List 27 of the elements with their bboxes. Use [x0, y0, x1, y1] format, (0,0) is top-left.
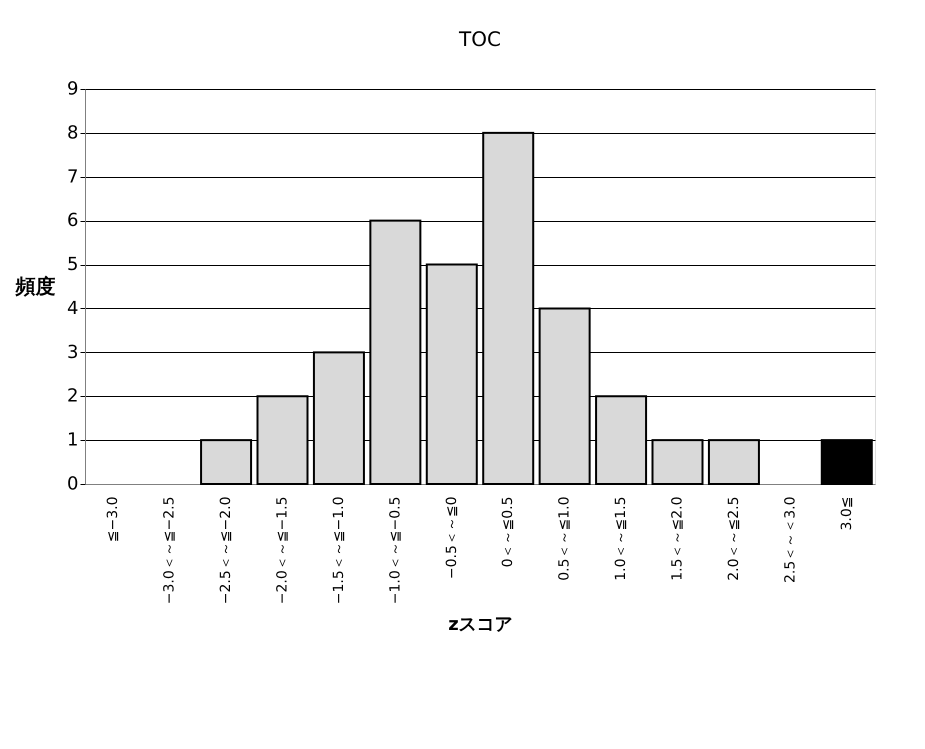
x-tick-label: −2.5＜～≦−2.0 [218, 496, 234, 604]
chart-title: TOC [458, 27, 501, 51]
y-tick-label: 8 [67, 122, 78, 144]
x-tick-label: 3.0≦ [838, 496, 855, 530]
x-tick-label: −1.5＜～≦−1.0 [330, 496, 347, 604]
y-tick-label: 2 [67, 386, 78, 407]
y-tick-label: 5 [67, 254, 78, 276]
y-tick-label: 9 [67, 78, 78, 100]
x-tick-label: −1.0＜～≦−0.5 [387, 496, 404, 604]
y-tick-label: 1 [67, 430, 78, 451]
x-tick-label: −2.0＜～≦−1.5 [274, 496, 290, 604]
x-tick-label: 1.5＜～≦2.0 [670, 496, 686, 581]
x-tick-label: 2.0＜～≦2.5 [726, 496, 742, 581]
y-tick-label: 3 [67, 342, 78, 363]
y-axis-title: 頻度 [14, 274, 56, 298]
y-tick-label: 6 [67, 210, 78, 232]
y-tick-label: 7 [67, 166, 78, 188]
x-tick-label: −0.5＜～≦0 [444, 496, 460, 580]
x-axis-title: zスコア [448, 614, 513, 636]
x-tick-label: ≦−3.0 [105, 496, 122, 542]
x-tick-label: 0.5＜～≦1.0 [556, 496, 573, 581]
x-tick-label: 2.5＜～＜3.0 [782, 496, 798, 584]
y-tick-label: 0 [67, 474, 78, 494]
x-tick-label: 1.0＜～≦1.5 [613, 496, 630, 581]
x-tick-label: 0＜～≦0.5 [500, 496, 516, 568]
x-tick-label: −3.0＜～≦−2.5 [162, 496, 178, 604]
y-tick-label: 4 [67, 298, 78, 319]
